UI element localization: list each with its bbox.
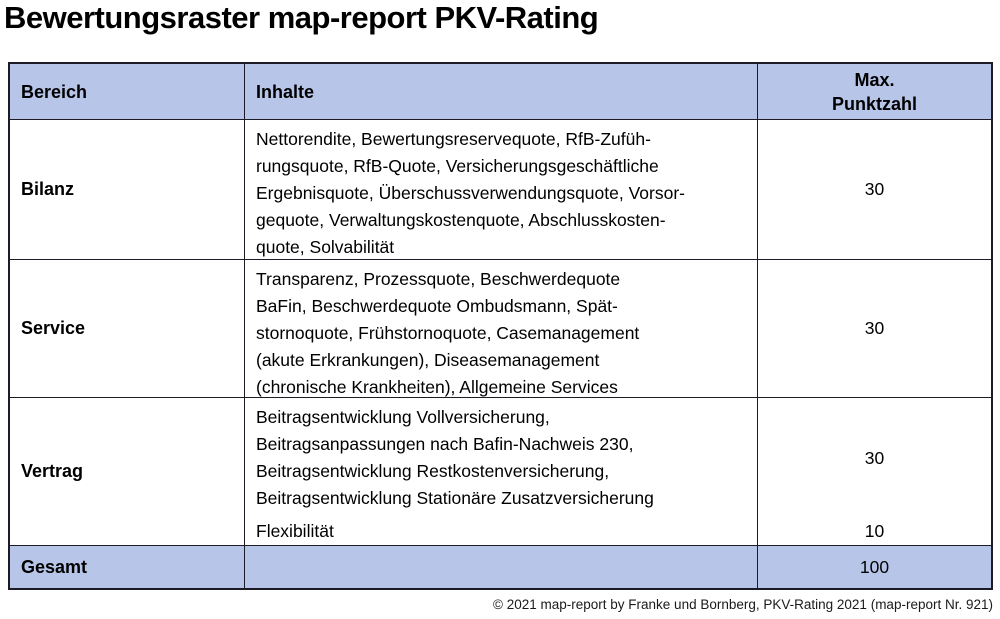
table-row-service: Service Transparenz, Prozessquote, Besch… [10,260,991,399]
row-label-gesamt: Gesamt [10,546,245,588]
column-header-inhalte: Inhalte [245,64,758,120]
row-content-flexibilitaet: Flexibilität [245,518,758,546]
row-label-bilanz: Bilanz [10,120,245,260]
column-header-max-line1: Max. [854,69,895,90]
vertrag-content-column: Beitragsentwicklung Vollversicherung, Be… [245,398,991,546]
row-content-vertrag: Beitragsentwicklung Vollversicherung, Be… [245,398,758,519]
vertrag-subrow-main: Beitragsentwicklung Vollversicherung, Be… [245,398,991,519]
row-content-gesamt [245,546,758,588]
table-row-gesamt: Gesamt 100 [10,546,991,588]
row-max-vertrag: 30 [864,447,885,468]
row-label-vertrag: Vertrag [10,398,245,546]
table-header-row: Bereich Inhalte Max. Punktzahl [10,64,991,121]
column-header-max-punktzahl: Max. Punktzahl [758,64,991,119]
row-max-gesamt: 100 [859,556,890,577]
column-header-bereich: Bereich [10,64,245,120]
row-content-service: Transparenz, Prozessquote, Beschwerdequo… [245,260,758,398]
row-max-flexibilitaet: 10 [864,521,885,542]
rating-table: Bereich Inhalte Max. Punktzahl Bilanz Ne… [8,62,993,590]
vertrag-subrow-flexibilitaet: Flexibilität 10 [245,518,991,546]
column-header-max-line2: Punktzahl [831,93,917,114]
row-content-bilanz: Nettorendite, Bewertungsreservequote, Rf… [245,120,758,260]
copyright-credit: © 2021 map-report by Franke und Bornberg… [493,597,993,612]
row-max-service: 30 [864,318,885,339]
row-max-bilanz: 30 [864,179,885,200]
page-title: Bewertungsraster map-report PKV-Rating [4,0,599,35]
table-row-bilanz: Bilanz Nettorendite, Bewertungsreservequ… [10,120,991,261]
table-row-vertrag: Vertrag Beitragsentwicklung Vollversiche… [10,398,991,547]
row-label-service: Service [10,260,245,398]
